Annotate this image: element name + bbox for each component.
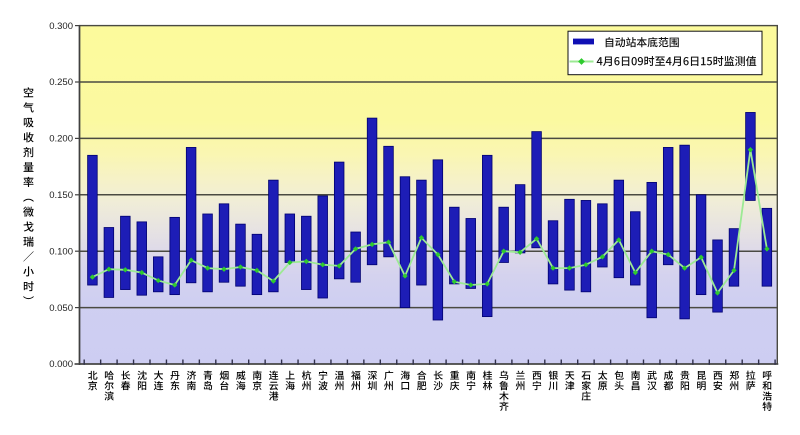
svg-text:0.200: 0.200 [49, 134, 73, 145]
svg-text:0.300: 0.300 [49, 21, 73, 32]
svg-text:0.050: 0.050 [49, 303, 73, 314]
svg-text:0.000: 0.000 [49, 359, 73, 370]
svg-text:0.150: 0.150 [49, 190, 73, 201]
svg-text:0.100: 0.100 [49, 246, 73, 257]
svg-text:0.250: 0.250 [49, 77, 73, 88]
